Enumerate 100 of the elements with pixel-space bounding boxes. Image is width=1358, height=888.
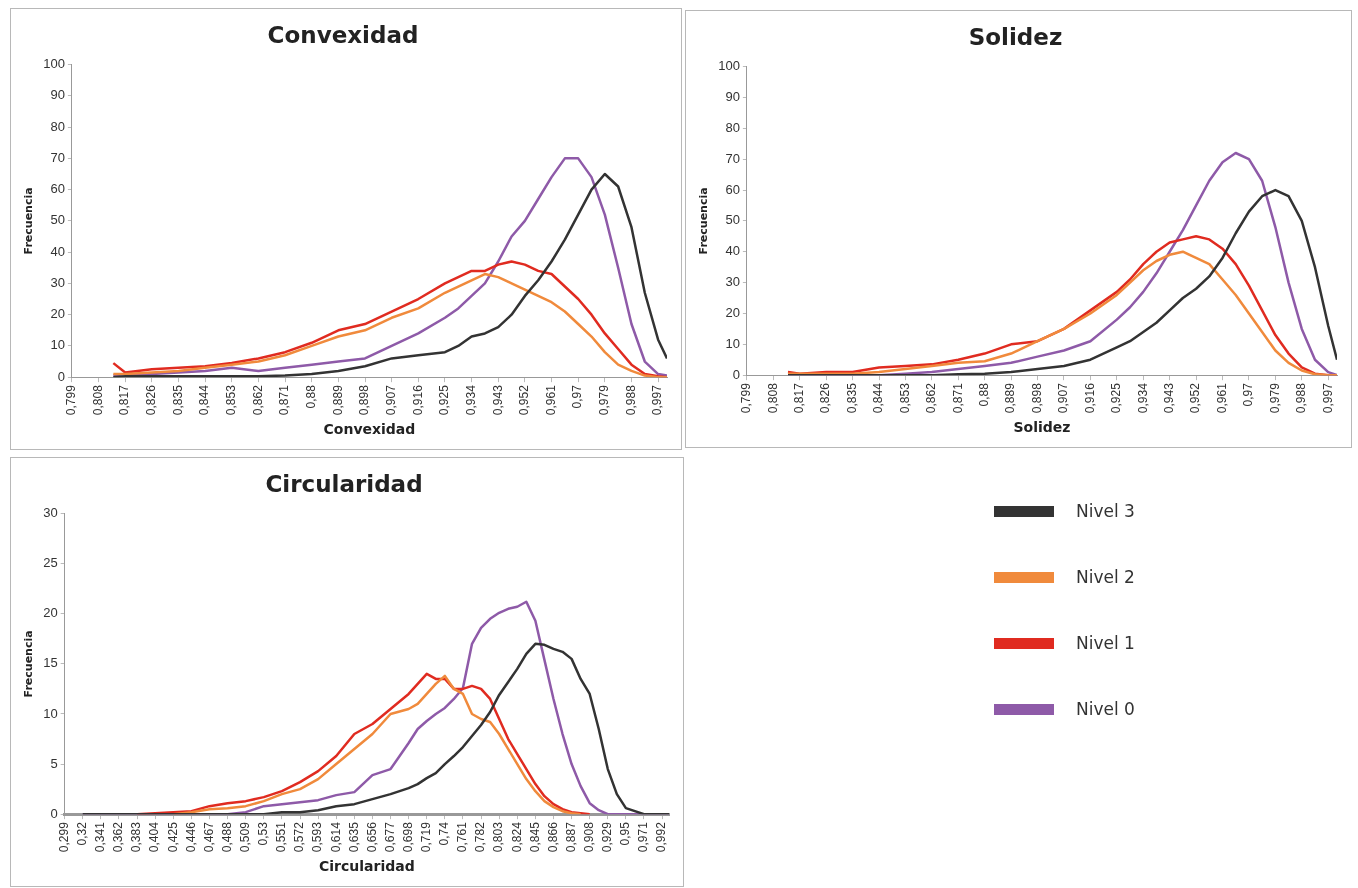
x-tick-label: 0,835 bbox=[170, 384, 185, 416]
x-tick-label: 0,844 bbox=[197, 384, 212, 416]
y-tick-label: 5 bbox=[50, 755, 58, 771]
y-tick-label: 90 bbox=[725, 89, 740, 105]
x-tick-label: 0,844 bbox=[871, 382, 886, 414]
chart-title: Circularidad bbox=[265, 470, 423, 497]
x-axis-title: Solidez bbox=[1013, 419, 1071, 436]
x-tick-label: 0,979 bbox=[597, 384, 612, 416]
x-tick-label: 0,572 bbox=[292, 821, 307, 853]
x-tick-label: 0,383 bbox=[129, 821, 144, 853]
x-tick-label: 0,925 bbox=[437, 384, 452, 416]
x-tick-label: 0,467 bbox=[201, 821, 216, 853]
x-tick-label: 0,862 bbox=[924, 382, 939, 414]
y-tick-label: 80 bbox=[50, 118, 65, 134]
y-tick-label: 70 bbox=[50, 149, 65, 165]
y-tick-label: 30 bbox=[725, 274, 740, 290]
x-tick-label: 0,803 bbox=[491, 821, 506, 853]
x-axis-title: Circularidad bbox=[318, 858, 415, 875]
x-tick-label: 0,635 bbox=[346, 821, 361, 853]
y-tick-label: 10 bbox=[725, 335, 740, 351]
x-tick-label: 0,971 bbox=[636, 821, 651, 853]
x-tick-label: 0,97 bbox=[570, 384, 585, 409]
x-tick-label: 0,799 bbox=[64, 384, 79, 416]
x-tick-label: 0,934 bbox=[463, 384, 478, 416]
x-tick-label: 0,425 bbox=[165, 821, 180, 853]
x-tick-label: 0,997 bbox=[650, 384, 665, 416]
x-tick-label: 0,929 bbox=[600, 821, 615, 853]
x-tick-label: 0,53 bbox=[256, 821, 271, 846]
y-axis-title: Frecuencia bbox=[22, 630, 36, 698]
y-tick-label: 20 bbox=[725, 305, 740, 321]
x-tick-label: 0,988 bbox=[623, 384, 638, 416]
x-tick-label: 0,871 bbox=[277, 384, 292, 416]
legend-label: Nivel 3 bbox=[1076, 501, 1135, 521]
x-tick-label: 0,677 bbox=[382, 821, 397, 853]
x-tick-label: 0,698 bbox=[400, 821, 415, 853]
x-tick-label: 0,853 bbox=[897, 382, 912, 414]
x-axis-title: Convexidad bbox=[323, 421, 416, 438]
x-tick-label: 0,952 bbox=[517, 384, 532, 416]
x-tick-label: 0,952 bbox=[1188, 382, 1203, 414]
x-tick-label: 0,835 bbox=[844, 382, 859, 414]
y-tick-label: 30 bbox=[50, 274, 65, 290]
x-tick-label: 0,907 bbox=[1056, 382, 1071, 414]
y-tick-label: 60 bbox=[725, 181, 740, 197]
y-tick-label: 70 bbox=[725, 150, 740, 166]
x-tick-label: 0,817 bbox=[117, 384, 132, 416]
x-tick-label: 0,845 bbox=[527, 821, 542, 853]
legend-label: Nivel 0 bbox=[1076, 699, 1135, 719]
x-tick-label: 0,88 bbox=[304, 384, 319, 409]
x-tick-label: 0,826 bbox=[144, 384, 159, 416]
legend-label: Nivel 2 bbox=[1076, 567, 1135, 587]
x-tick-label: 0,853 bbox=[224, 384, 239, 416]
x-tick-label: 0,614 bbox=[328, 821, 343, 853]
y-tick-label: 50 bbox=[50, 212, 65, 228]
x-tick-label: 0,871 bbox=[950, 382, 965, 414]
x-tick-label: 0,782 bbox=[473, 821, 488, 853]
x-tick-label: 0,826 bbox=[818, 382, 833, 414]
x-tick-label: 0,988 bbox=[1294, 382, 1309, 414]
y-tick-label: 20 bbox=[43, 605, 58, 621]
x-tick-label: 0,997 bbox=[1320, 382, 1335, 414]
y-tick-label: 100 bbox=[718, 58, 740, 74]
y-tick-label: 0 bbox=[732, 366, 740, 382]
x-tick-label: 0,898 bbox=[357, 384, 372, 416]
x-tick-label: 0,817 bbox=[792, 382, 807, 414]
y-tick-label: 0 bbox=[57, 368, 65, 384]
x-tick-label: 0,979 bbox=[1267, 382, 1282, 414]
y-tick-label: 40 bbox=[50, 243, 65, 259]
x-tick-label: 0,887 bbox=[563, 821, 578, 853]
y-tick-label: 40 bbox=[725, 243, 740, 259]
x-tick-label: 0,551 bbox=[274, 821, 289, 853]
y-tick-label: 50 bbox=[725, 212, 740, 228]
x-tick-label: 0,509 bbox=[238, 821, 253, 853]
y-tick-label: 80 bbox=[725, 119, 740, 135]
x-tick-label: 0,907 bbox=[383, 384, 398, 416]
x-tick-label: 0,74 bbox=[437, 821, 452, 846]
x-tick-label: 0,95 bbox=[618, 821, 633, 846]
x-tick-label: 0,446 bbox=[183, 821, 198, 853]
x-tick-label: 0,889 bbox=[330, 384, 345, 416]
x-tick-label: 0,808 bbox=[90, 384, 105, 416]
x-tick-label: 0,808 bbox=[765, 382, 780, 414]
y-axis-title: Frecuencia bbox=[22, 187, 36, 255]
x-tick-label: 0,761 bbox=[455, 821, 470, 853]
x-tick-label: 0,992 bbox=[654, 821, 669, 853]
x-tick-label: 0,824 bbox=[509, 821, 524, 853]
y-tick-label: 100 bbox=[43, 56, 65, 72]
y-tick-label: 0 bbox=[50, 805, 58, 821]
legend-label: Nivel 1 bbox=[1076, 633, 1135, 653]
x-tick-label: 0,362 bbox=[111, 821, 126, 853]
x-tick-label: 0,898 bbox=[1029, 382, 1044, 414]
chart-title: Solidez bbox=[968, 23, 1063, 50]
x-tick-label: 0,593 bbox=[310, 821, 325, 853]
x-tick-label: 0,889 bbox=[1003, 382, 1018, 414]
x-tick-label: 0,32 bbox=[75, 821, 90, 846]
x-tick-label: 0,719 bbox=[419, 821, 434, 853]
x-tick-label: 0,961 bbox=[1214, 382, 1229, 414]
x-tick-label: 0,88 bbox=[977, 382, 992, 407]
y-tick-label: 90 bbox=[50, 87, 65, 103]
y-tick-label: 30 bbox=[43, 505, 58, 521]
x-tick-label: 0,299 bbox=[56, 821, 71, 853]
x-tick-label: 0,934 bbox=[1135, 382, 1150, 414]
x-tick-label: 0,656 bbox=[364, 821, 379, 853]
